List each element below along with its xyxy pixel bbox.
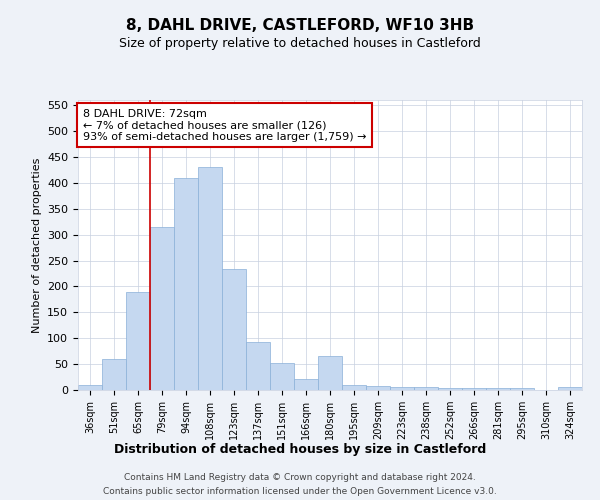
Text: Contains public sector information licensed under the Open Government Licence v3: Contains public sector information licen…	[103, 488, 497, 496]
Bar	[342, 385, 366, 390]
Bar	[198, 168, 222, 390]
Text: Distribution of detached houses by size in Castleford: Distribution of detached houses by size …	[114, 442, 486, 456]
Bar	[486, 388, 510, 390]
Bar	[78, 385, 102, 390]
Bar	[366, 386, 390, 390]
Bar	[390, 388, 414, 390]
Bar	[318, 356, 342, 390]
Bar	[414, 388, 438, 390]
Bar	[270, 363, 294, 390]
Y-axis label: Number of detached properties: Number of detached properties	[32, 158, 41, 332]
Bar	[174, 178, 198, 390]
Bar	[246, 342, 270, 390]
Bar	[558, 388, 582, 390]
Bar	[510, 388, 534, 390]
Bar	[126, 292, 150, 390]
Text: 8 DAHL DRIVE: 72sqm
← 7% of detached houses are smaller (126)
93% of semi-detach: 8 DAHL DRIVE: 72sqm ← 7% of detached hou…	[83, 108, 367, 142]
Bar	[438, 388, 462, 390]
Text: Size of property relative to detached houses in Castleford: Size of property relative to detached ho…	[119, 38, 481, 51]
Bar	[294, 378, 318, 390]
Bar	[462, 388, 486, 390]
Bar	[150, 227, 174, 390]
Bar	[222, 270, 246, 390]
Text: Contains HM Land Registry data © Crown copyright and database right 2024.: Contains HM Land Registry data © Crown c…	[124, 472, 476, 482]
Text: 8, DAHL DRIVE, CASTLEFORD, WF10 3HB: 8, DAHL DRIVE, CASTLEFORD, WF10 3HB	[126, 18, 474, 32]
Bar	[102, 359, 126, 390]
